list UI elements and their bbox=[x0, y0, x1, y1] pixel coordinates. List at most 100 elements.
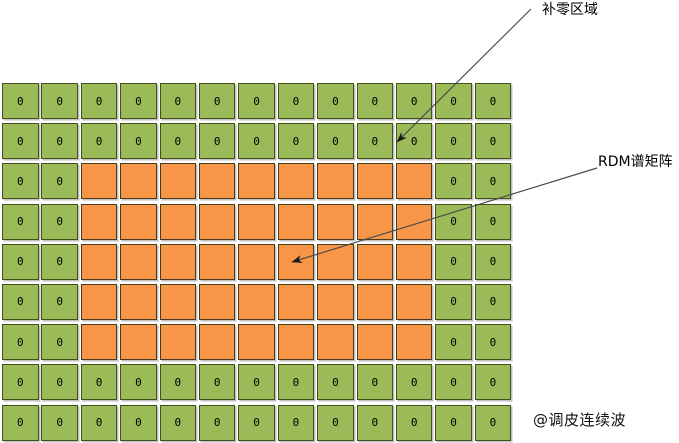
zero-cell: 0 bbox=[198, 404, 236, 441]
zero-cell: 0 bbox=[474, 243, 512, 280]
zero-cell: 0 bbox=[356, 123, 394, 160]
rdm-cell bbox=[356, 243, 394, 280]
zero-cell: 0 bbox=[474, 203, 512, 240]
zero-cell: 0 bbox=[41, 123, 78, 160]
rdm-cell bbox=[159, 283, 197, 320]
zero-cell: 0 bbox=[435, 123, 472, 160]
rdm-cell bbox=[356, 324, 394, 361]
zero-cell: 0 bbox=[80, 123, 118, 160]
zero-cell: 0 bbox=[41, 324, 78, 361]
zero-cell: 0 bbox=[395, 123, 433, 160]
rdm-cell bbox=[356, 283, 394, 320]
zero-cell: 0 bbox=[395, 404, 433, 441]
rdm-cell bbox=[395, 163, 433, 200]
zero-cell: 0 bbox=[198, 364, 236, 401]
rdm-cell bbox=[159, 163, 197, 200]
zero-cell: 0 bbox=[80, 83, 118, 119]
zero-cell: 0 bbox=[238, 83, 275, 119]
rdm-cell bbox=[159, 203, 197, 240]
zero-cell: 0 bbox=[395, 83, 433, 119]
rdm-cell bbox=[395, 243, 433, 280]
zero-cell: 0 bbox=[2, 83, 39, 119]
zero-cell: 0 bbox=[474, 283, 512, 320]
rdm-cell bbox=[317, 163, 354, 200]
rdm-cell bbox=[120, 324, 157, 361]
zero-cell: 0 bbox=[474, 404, 512, 441]
rdm-cell bbox=[159, 324, 197, 361]
rdm-cell bbox=[80, 203, 118, 240]
padding-region-label: 补零区域 bbox=[542, 2, 598, 18]
watermark-text: @调皮连续波 bbox=[533, 411, 627, 429]
zero-cell: 0 bbox=[41, 203, 78, 240]
zero-cell: 0 bbox=[238, 364, 275, 401]
zero-cell: 0 bbox=[159, 123, 197, 160]
zero-cell: 0 bbox=[474, 123, 512, 160]
zero-cell: 0 bbox=[435, 364, 472, 401]
zero-cell: 0 bbox=[2, 283, 39, 320]
rdm-cell bbox=[238, 283, 275, 320]
rdm-cell bbox=[277, 203, 315, 240]
rdm-cell bbox=[238, 203, 275, 240]
zero-cell: 0 bbox=[2, 243, 39, 280]
rdm-cell bbox=[317, 203, 354, 240]
rdm-cell bbox=[395, 203, 433, 240]
zero-cell: 0 bbox=[317, 123, 354, 160]
rdm-cell bbox=[277, 324, 315, 361]
zero-cell: 0 bbox=[2, 123, 39, 160]
zero-cell: 0 bbox=[474, 324, 512, 361]
zero-cell: 0 bbox=[277, 404, 315, 441]
zero-cell: 0 bbox=[317, 404, 354, 441]
rdm-cell bbox=[395, 283, 433, 320]
zero-cell: 0 bbox=[41, 163, 78, 200]
zero-cell: 0 bbox=[474, 163, 512, 200]
zero-cell: 0 bbox=[435, 324, 472, 361]
zero-cell: 0 bbox=[435, 83, 472, 119]
zero-cell: 0 bbox=[2, 203, 39, 240]
rdm-cell bbox=[120, 203, 157, 240]
rdm-cell bbox=[277, 163, 315, 200]
rdm-cell bbox=[120, 243, 157, 280]
rdm-cell bbox=[120, 283, 157, 320]
zero-cell: 0 bbox=[41, 404, 78, 441]
zero-cell: 0 bbox=[317, 364, 354, 401]
zero-cell: 0 bbox=[120, 123, 157, 160]
zero-cell: 0 bbox=[356, 364, 394, 401]
rdm-cell bbox=[317, 324, 354, 361]
zero-cell: 0 bbox=[120, 404, 157, 441]
rdm-cell bbox=[80, 283, 118, 320]
zero-cell: 0 bbox=[41, 364, 78, 401]
zero-cell: 0 bbox=[356, 404, 394, 441]
rdm-cell bbox=[238, 163, 275, 200]
rdm-cell bbox=[238, 324, 275, 361]
rdm-cell bbox=[198, 283, 236, 320]
zero-cell: 0 bbox=[356, 83, 394, 119]
zero-cell: 0 bbox=[198, 83, 236, 119]
zero-cell: 0 bbox=[2, 324, 39, 361]
rdm-cell bbox=[356, 163, 394, 200]
zero-cell: 0 bbox=[238, 123, 275, 160]
rdm-cell bbox=[356, 203, 394, 240]
zero-cell: 0 bbox=[159, 404, 197, 441]
zero-cell: 0 bbox=[474, 83, 512, 119]
zero-cell: 0 bbox=[120, 83, 157, 119]
rdm-cell bbox=[198, 243, 236, 280]
zero-cell: 0 bbox=[317, 83, 354, 119]
rdm-cell bbox=[317, 283, 354, 320]
zero-cell: 0 bbox=[277, 123, 315, 160]
rdm-cell bbox=[159, 243, 197, 280]
zero-cell: 0 bbox=[41, 243, 78, 280]
zero-cell: 0 bbox=[159, 364, 197, 401]
rdm-cell bbox=[277, 243, 315, 280]
rdm-cell bbox=[238, 243, 275, 280]
rdm-cell bbox=[198, 324, 236, 361]
zero-cell: 0 bbox=[277, 364, 315, 401]
zero-cell: 0 bbox=[2, 364, 39, 401]
zero-cell: 0 bbox=[41, 283, 78, 320]
zero-cell: 0 bbox=[2, 163, 39, 200]
rdm-cell bbox=[395, 324, 433, 361]
rdm-cell bbox=[80, 163, 118, 200]
rdm-cell bbox=[198, 163, 236, 200]
zero-cell: 0 bbox=[395, 364, 433, 401]
